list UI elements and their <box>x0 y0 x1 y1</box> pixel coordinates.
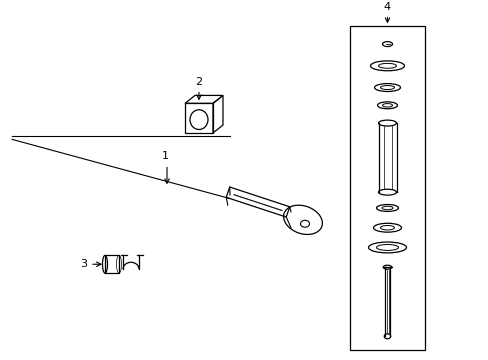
Bar <box>349 26 424 350</box>
Text: 4: 4 <box>383 1 390 12</box>
Bar <box>105 255 119 273</box>
Text: 1: 1 <box>161 150 168 161</box>
Text: 2: 2 <box>195 77 202 86</box>
Text: 3: 3 <box>80 259 87 269</box>
